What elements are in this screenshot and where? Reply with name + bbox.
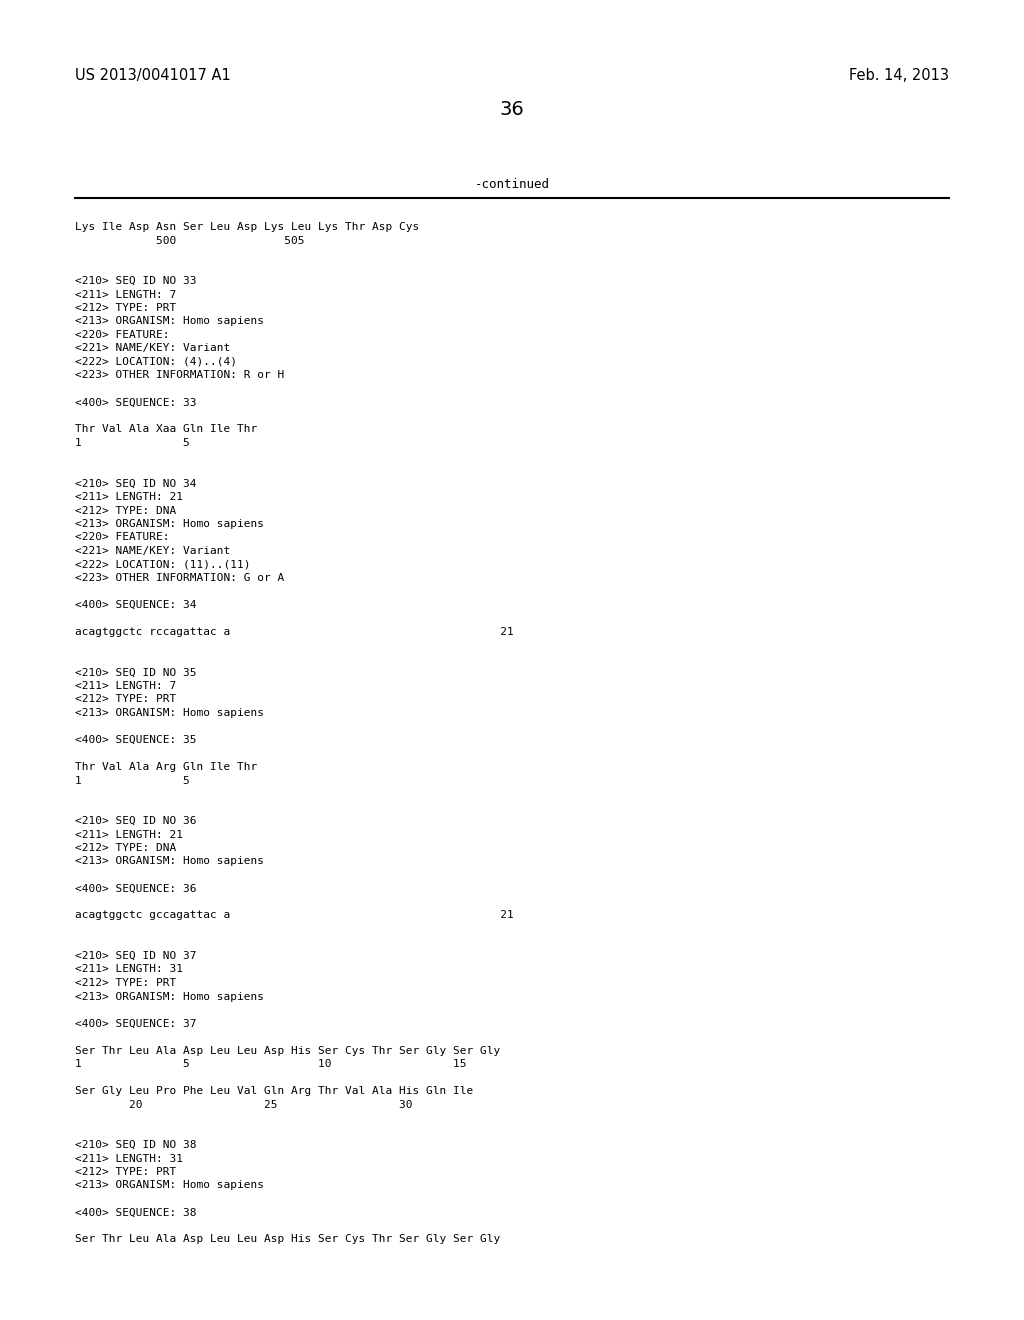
Text: <222> LOCATION: (11)..(11): <222> LOCATION: (11)..(11) — [75, 560, 251, 569]
Text: <220> FEATURE:: <220> FEATURE: — [75, 532, 170, 543]
Text: <212> TYPE: PRT: <212> TYPE: PRT — [75, 694, 176, 705]
Text: <211> LENGTH: 21: <211> LENGTH: 21 — [75, 492, 183, 502]
Text: <211> LENGTH: 21: <211> LENGTH: 21 — [75, 829, 183, 840]
Text: Thr Val Ala Xaa Gln Ile Thr: Thr Val Ala Xaa Gln Ile Thr — [75, 425, 257, 434]
Text: <211> LENGTH: 7: <211> LENGTH: 7 — [75, 681, 176, 690]
Text: 20                  25                  30: 20 25 30 — [75, 1100, 413, 1110]
Text: <212> TYPE: PRT: <212> TYPE: PRT — [75, 978, 176, 987]
Text: Feb. 14, 2013: Feb. 14, 2013 — [849, 69, 949, 83]
Text: <222> LOCATION: (4)..(4): <222> LOCATION: (4)..(4) — [75, 356, 237, 367]
Text: <213> ORGANISM: Homo sapiens: <213> ORGANISM: Homo sapiens — [75, 1180, 264, 1191]
Text: <400> SEQUENCE: 33: <400> SEQUENCE: 33 — [75, 397, 197, 408]
Text: acagtggctc gccagattac a                                        21: acagtggctc gccagattac a 21 — [75, 911, 514, 920]
Text: -continued: -continued — [474, 178, 550, 191]
Text: US 2013/0041017 A1: US 2013/0041017 A1 — [75, 69, 230, 83]
Text: Lys Ile Asp Asn Ser Leu Asp Lys Leu Lys Thr Asp Cys: Lys Ile Asp Asn Ser Leu Asp Lys Leu Lys … — [75, 222, 419, 232]
Text: <400> SEQUENCE: 38: <400> SEQUENCE: 38 — [75, 1208, 197, 1217]
Text: <400> SEQUENCE: 34: <400> SEQUENCE: 34 — [75, 601, 197, 610]
Text: <212> TYPE: PRT: <212> TYPE: PRT — [75, 1167, 176, 1177]
Text: <220> FEATURE:: <220> FEATURE: — [75, 330, 170, 341]
Text: acagtggctc rccagattac a                                        21: acagtggctc rccagattac a 21 — [75, 627, 514, 638]
Text: <212> TYPE: DNA: <212> TYPE: DNA — [75, 506, 176, 516]
Text: <213> ORGANISM: Homo sapiens: <213> ORGANISM: Homo sapiens — [75, 991, 264, 1002]
Text: 1               5: 1 5 — [75, 438, 189, 447]
Text: <210> SEQ ID NO 37: <210> SEQ ID NO 37 — [75, 950, 197, 961]
Text: <212> TYPE: DNA: <212> TYPE: DNA — [75, 843, 176, 853]
Text: <400> SEQUENCE: 37: <400> SEQUENCE: 37 — [75, 1019, 197, 1028]
Text: 500                505: 500 505 — [75, 235, 304, 246]
Text: <221> NAME/KEY: Variant: <221> NAME/KEY: Variant — [75, 343, 230, 354]
Text: Ser Thr Leu Ala Asp Leu Leu Asp His Ser Cys Thr Ser Gly Ser Gly: Ser Thr Leu Ala Asp Leu Leu Asp His Ser … — [75, 1045, 501, 1056]
Text: <211> LENGTH: 7: <211> LENGTH: 7 — [75, 289, 176, 300]
Text: <213> ORGANISM: Homo sapiens: <213> ORGANISM: Homo sapiens — [75, 519, 264, 529]
Text: <210> SEQ ID NO 38: <210> SEQ ID NO 38 — [75, 1140, 197, 1150]
Text: <213> ORGANISM: Homo sapiens: <213> ORGANISM: Homo sapiens — [75, 708, 264, 718]
Text: 36: 36 — [500, 100, 524, 119]
Text: <223> OTHER INFORMATION: G or A: <223> OTHER INFORMATION: G or A — [75, 573, 285, 583]
Text: <211> LENGTH: 31: <211> LENGTH: 31 — [75, 1154, 183, 1163]
Text: <213> ORGANISM: Homo sapiens: <213> ORGANISM: Homo sapiens — [75, 857, 264, 866]
Text: <211> LENGTH: 31: <211> LENGTH: 31 — [75, 965, 183, 974]
Text: <210> SEQ ID NO 35: <210> SEQ ID NO 35 — [75, 668, 197, 677]
Text: Ser Gly Leu Pro Phe Leu Val Gln Arg Thr Val Ala His Gln Ile: Ser Gly Leu Pro Phe Leu Val Gln Arg Thr … — [75, 1086, 473, 1096]
Text: 1               5                   10                  15: 1 5 10 15 — [75, 1059, 467, 1069]
Text: 1               5: 1 5 — [75, 776, 189, 785]
Text: <223> OTHER INFORMATION: R or H: <223> OTHER INFORMATION: R or H — [75, 371, 285, 380]
Text: <400> SEQUENCE: 36: <400> SEQUENCE: 36 — [75, 883, 197, 894]
Text: Ser Thr Leu Ala Asp Leu Leu Asp His Ser Cys Thr Ser Gly Ser Gly: Ser Thr Leu Ala Asp Leu Leu Asp His Ser … — [75, 1234, 501, 1245]
Text: Thr Val Ala Arg Gln Ile Thr: Thr Val Ala Arg Gln Ile Thr — [75, 762, 257, 772]
Text: <210> SEQ ID NO 34: <210> SEQ ID NO 34 — [75, 479, 197, 488]
Text: <212> TYPE: PRT: <212> TYPE: PRT — [75, 304, 176, 313]
Text: <213> ORGANISM: Homo sapiens: <213> ORGANISM: Homo sapiens — [75, 317, 264, 326]
Text: <210> SEQ ID NO 33: <210> SEQ ID NO 33 — [75, 276, 197, 286]
Text: <210> SEQ ID NO 36: <210> SEQ ID NO 36 — [75, 816, 197, 826]
Text: <221> NAME/KEY: Variant: <221> NAME/KEY: Variant — [75, 546, 230, 556]
Text: <400> SEQUENCE: 35: <400> SEQUENCE: 35 — [75, 735, 197, 744]
